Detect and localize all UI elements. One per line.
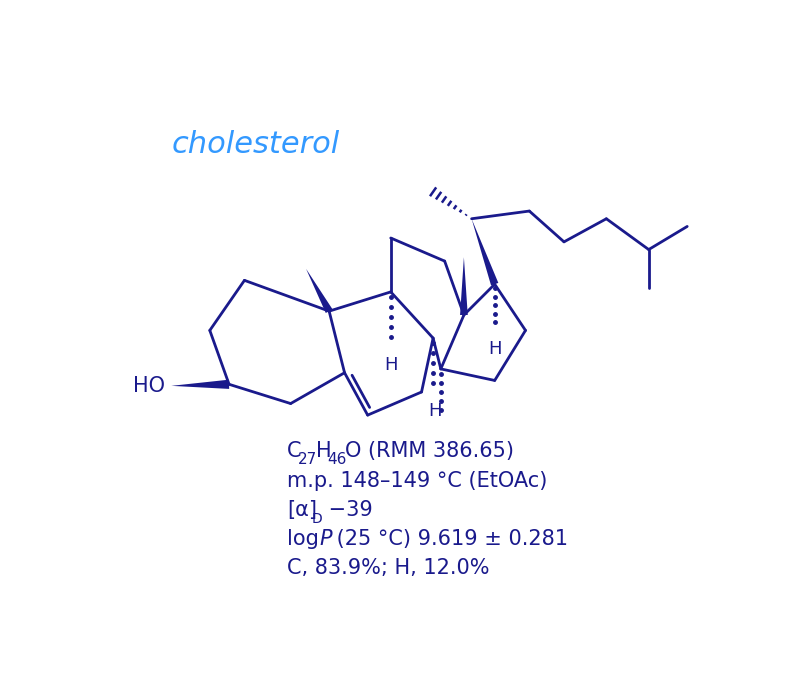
- Text: C: C: [287, 442, 302, 461]
- Text: O (RMM 386.65): O (RMM 386.65): [346, 442, 514, 461]
- Polygon shape: [472, 218, 498, 286]
- Text: H: H: [428, 402, 442, 420]
- Polygon shape: [171, 379, 229, 389]
- Text: 46: 46: [327, 452, 346, 467]
- Text: H: H: [384, 356, 398, 374]
- Text: C, 83.9%; H, 12.0%: C, 83.9%; H, 12.0%: [287, 559, 490, 578]
- Text: m.p. 148–149 °C (EtOAc): m.p. 148–149 °C (EtOAc): [287, 470, 547, 491]
- Polygon shape: [306, 269, 333, 313]
- Text: P: P: [319, 529, 332, 550]
- Text: 27: 27: [298, 452, 317, 467]
- Text: H: H: [488, 340, 502, 358]
- Text: D: D: [311, 512, 322, 526]
- Text: HO: HO: [133, 376, 165, 396]
- Text: (25 °C) 9.619 ± 0.281: (25 °C) 9.619 ± 0.281: [330, 529, 568, 550]
- Text: [α]: [α]: [287, 500, 317, 520]
- Text: H: H: [316, 442, 332, 461]
- Text: −39: −39: [322, 500, 373, 520]
- Text: cholesterol: cholesterol: [171, 130, 339, 159]
- Polygon shape: [460, 258, 468, 315]
- Text: log: log: [287, 529, 326, 550]
